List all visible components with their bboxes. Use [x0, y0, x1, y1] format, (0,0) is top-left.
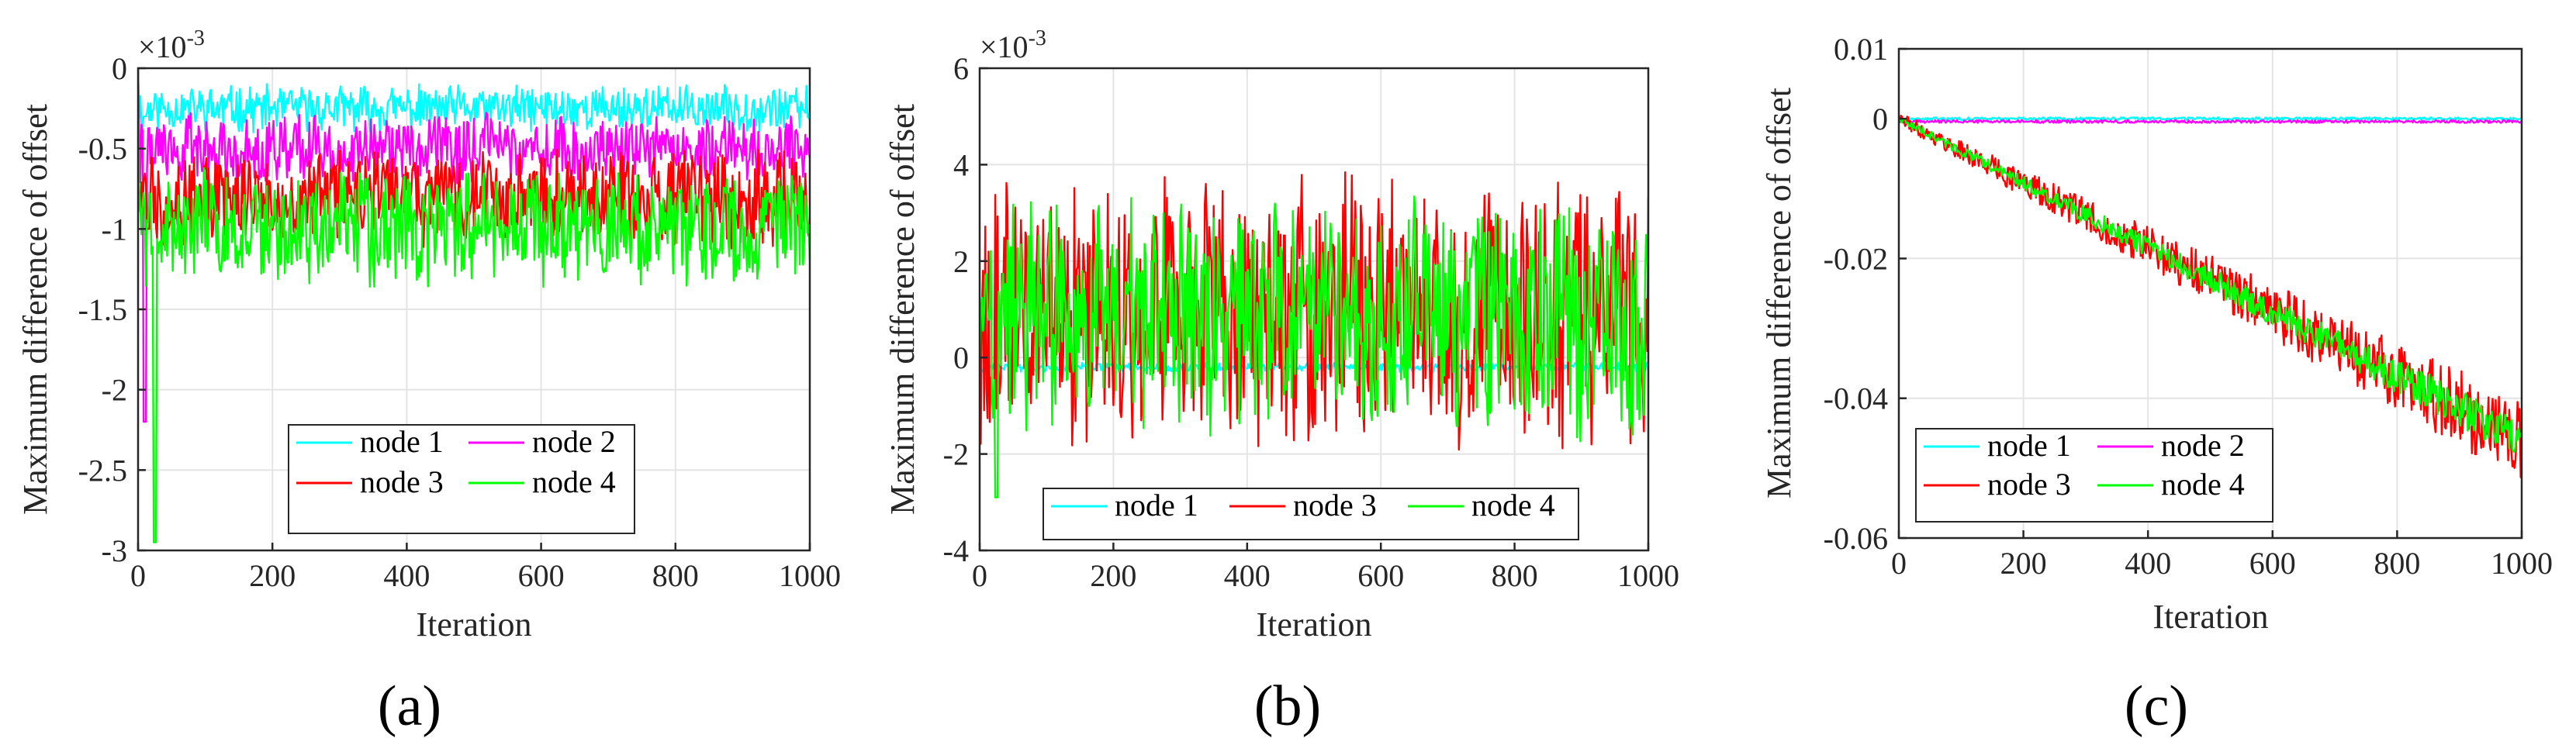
y-tick-label: 0.01 [1834, 32, 1888, 67]
y-tick-label: -1.5 [78, 292, 127, 327]
x-tick-label: 0 [972, 558, 987, 593]
series-line-node-4 [138, 68, 810, 543]
y-axis-label-b: Maximum difference of offset [883, 104, 921, 515]
series-line-node-2 [138, 68, 810, 423]
legend-label: node 3 [1987, 467, 2071, 502]
x-tick-label: 200 [1090, 558, 1136, 593]
x-tick-label: 600 [518, 558, 565, 593]
legend-label: node 3 [360, 464, 444, 499]
y-tick-label: 0 [1872, 102, 1888, 136]
x-tick-label: 400 [2125, 546, 2171, 581]
y-tick-label: -2.5 [78, 453, 127, 488]
x-tick-label: 1000 [779, 558, 841, 593]
y-tick-label: 6 [953, 51, 969, 86]
legend-label: node 4 [532, 464, 616, 499]
x-tick-label: 600 [2249, 546, 2296, 581]
y-axis-label-c: Maximum difference of offset [1760, 88, 1798, 498]
exponent-b: ×10-3 [980, 26, 1046, 64]
panel-label-a: (a) [378, 674, 441, 738]
x-tick-label: 1000 [2491, 546, 2553, 581]
y-tick-label: 0 [953, 340, 969, 375]
legend-label: node 3 [1293, 488, 1377, 523]
x-axis-label-a: Iteration [416, 605, 531, 643]
y-tick-label: -3 [102, 533, 127, 568]
panel-a: 0 200 400 600 800 1000 0 -0.5 -1 -1.5 -2 -2.5 -3 ×10… [16, 26, 841, 738]
series-line-node-4 [980, 195, 1648, 498]
legend-label: node 4 [2161, 467, 2245, 502]
y-tick-label: -4 [943, 533, 969, 568]
x-tick-label: 800 [652, 558, 699, 593]
x-tick-label: 1000 [1617, 558, 1679, 593]
y-axis-label-a: Maximum difference of offset [16, 104, 54, 515]
legend-label: node 1 [360, 424, 444, 459]
exponent-a: ×10-3 [138, 26, 205, 64]
legend-label: node 1 [1115, 488, 1198, 523]
plot-frame-b [978, 67, 1650, 552]
x-tick-label: 600 [1357, 558, 1404, 593]
x-tick-label: 0 [1891, 546, 1907, 581]
legend-label: node 2 [532, 424, 616, 459]
legend-label: node 2 [2161, 428, 2245, 463]
legend-label: node 1 [1987, 428, 2071, 463]
legend-box [1915, 428, 2273, 523]
x-tick-label: 200 [249, 558, 296, 593]
y-tick-label: -0.04 [1824, 381, 1888, 416]
series-line-node-1 [138, 68, 810, 133]
y-tick-label: -1 [102, 212, 127, 247]
x-tick-label: 200 [2000, 546, 2047, 581]
panel-label-b: (b) [1254, 674, 1321, 738]
y-tick-label: 0 [112, 51, 127, 86]
x-tick-label: 400 [1224, 558, 1271, 593]
x-tick-label: 0 [130, 558, 146, 593]
panel-c: 0 200 400 600 800 1000 0.01 0 -0.02 -0.04 -0.06 It… [1760, 32, 2553, 738]
series-line-node-4 [1899, 118, 2522, 453]
panel-b: 0 200 400 600 800 1000 6 4 2 0 -2 -4 ×10-3 Iteratio… [883, 26, 1679, 738]
y-tick-label: -0.06 [1824, 521, 1888, 556]
legend-label: node 4 [1471, 488, 1555, 523]
panel-label-c: (c) [2125, 674, 2188, 738]
x-axis-label-c: Iteration [2152, 598, 2268, 636]
legend-box [1043, 488, 1579, 540]
y-tick-label: 2 [953, 244, 969, 279]
y-tick-label: -2 [943, 437, 969, 472]
x-tick-label: 400 [383, 558, 430, 593]
x-axis-label-b: Iteration [1256, 605, 1371, 643]
x-tick-label: 800 [2374, 546, 2420, 581]
series-line-node-1 [1899, 116, 2522, 122]
y-tick-label: 4 [953, 147, 969, 182]
plot-frame-c [1897, 47, 2523, 540]
y-tick-label: -0.5 [78, 132, 127, 167]
series-line-node-2 [1899, 118, 2522, 124]
y-tick-label: -2 [102, 373, 127, 408]
x-tick-label: 800 [1492, 558, 1538, 593]
y-tick-label: -0.02 [1824, 241, 1888, 276]
